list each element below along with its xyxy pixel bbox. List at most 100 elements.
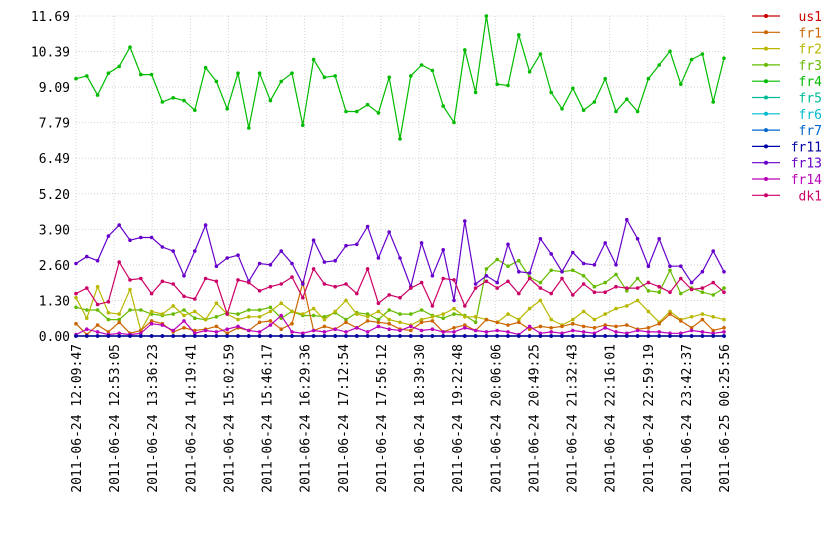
data-point — [581, 324, 586, 329]
data-point — [635, 237, 640, 241]
data-point — [668, 334, 672, 338]
data-point — [419, 63, 424, 67]
legend-marker — [764, 128, 768, 133]
legend-item-fr14: fr14 — [752, 173, 822, 188]
data-point — [517, 334, 521, 338]
data-point — [657, 237, 661, 241]
data-point — [614, 284, 618, 289]
data-point — [592, 100, 597, 104]
data-point — [679, 291, 683, 296]
data-point — [625, 323, 629, 327]
data-point — [495, 280, 500, 285]
data-point — [679, 331, 683, 336]
data-point — [419, 241, 424, 245]
data-point — [538, 334, 543, 338]
data-point — [355, 334, 359, 338]
data-point — [571, 321, 575, 326]
data-point — [560, 334, 564, 338]
data-point — [700, 269, 705, 274]
data-point — [279, 282, 284, 286]
y-tick-label: 3.90 — [39, 223, 70, 238]
data-point — [689, 287, 694, 292]
data-point — [409, 334, 413, 338]
data-point — [463, 219, 467, 223]
data-point — [603, 290, 607, 295]
data-point — [495, 82, 500, 86]
data-point — [279, 334, 284, 338]
legend-marker — [764, 160, 768, 165]
legend-label: fr1 — [799, 26, 822, 41]
data-point — [257, 71, 262, 75]
data-point — [700, 330, 705, 334]
data-point — [495, 286, 500, 290]
data-point — [290, 334, 294, 338]
data-point — [139, 72, 143, 77]
data-point — [722, 269, 726, 274]
data-point — [344, 282, 348, 286]
data-point — [128, 45, 132, 49]
data-point — [225, 334, 229, 338]
data-point — [430, 334, 435, 338]
data-point — [581, 282, 586, 286]
data-point — [711, 334, 715, 338]
data-point — [657, 290, 661, 295]
data-point — [473, 90, 478, 95]
data-point — [668, 312, 672, 316]
data-point — [484, 330, 489, 334]
data-point — [635, 298, 640, 303]
data-point — [679, 264, 683, 269]
data-point — [247, 328, 251, 333]
data-point — [635, 286, 640, 290]
data-point — [214, 301, 219, 306]
x-tick-label: 2011-06-24 15:46:17 — [261, 344, 276, 493]
data-point — [441, 330, 446, 334]
data-point — [139, 328, 143, 333]
x-tick-label: 2011-06-24 19:22:48 — [451, 344, 466, 493]
data-point — [236, 324, 240, 329]
data-point — [635, 109, 640, 114]
data-point — [689, 57, 694, 62]
data-point — [376, 301, 381, 306]
data-point — [700, 312, 705, 316]
data-point — [646, 289, 651, 293]
data-point — [625, 334, 629, 338]
data-point — [279, 249, 284, 253]
data-point — [614, 306, 618, 311]
data-point — [160, 279, 165, 284]
data-point — [106, 317, 111, 322]
data-point — [506, 330, 510, 334]
data-point — [527, 271, 532, 275]
data-point — [182, 294, 186, 299]
data-point — [409, 328, 413, 333]
data-point — [160, 334, 165, 338]
data-point — [538, 286, 543, 290]
data-point — [355, 312, 359, 316]
data-point — [571, 334, 575, 338]
data-point — [646, 76, 651, 81]
data-point — [236, 278, 240, 282]
data-point — [322, 330, 327, 334]
data-point — [430, 327, 435, 332]
data-point — [527, 324, 532, 329]
x-tick-label: 2011-06-24 22:59:19 — [642, 344, 657, 493]
data-point — [85, 308, 89, 312]
data-point — [214, 324, 219, 329]
data-point — [527, 70, 532, 74]
data-point — [149, 72, 154, 77]
data-point — [301, 123, 305, 127]
data-point — [484, 279, 489, 284]
y-axis-ticks: 0.00 1.30 2.60 3.90 5.20 6.49 7.79 9.09 10.39 11.… — [31, 10, 70, 345]
data-point — [344, 320, 348, 325]
data-point — [236, 334, 240, 338]
x-tick-label: 2011-06-24 15:02:59 — [222, 344, 237, 493]
data-point — [139, 235, 143, 240]
data-point — [311, 334, 316, 338]
data-point — [182, 319, 186, 323]
data-point — [74, 76, 78, 81]
data-point — [506, 83, 510, 88]
data-point — [441, 312, 446, 316]
data-point — [85, 327, 89, 332]
data-point — [646, 264, 651, 269]
data-point — [257, 330, 262, 334]
data-point — [128, 278, 132, 282]
